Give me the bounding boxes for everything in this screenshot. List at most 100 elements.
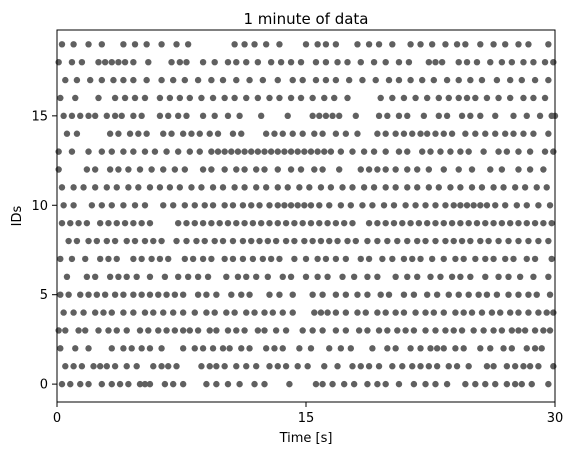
chart-title: 1 minute of data xyxy=(244,10,369,28)
data-point xyxy=(520,94,527,102)
data-point xyxy=(349,184,356,191)
data-point xyxy=(412,309,419,316)
data-point xyxy=(535,202,542,209)
data-point xyxy=(287,94,295,102)
data-point xyxy=(179,327,187,334)
data-point xyxy=(101,58,109,66)
data-point xyxy=(483,202,491,209)
data-point xyxy=(448,273,456,281)
data-point xyxy=(125,184,132,191)
data-point xyxy=(468,184,476,191)
data-point xyxy=(374,219,381,227)
data-point xyxy=(374,166,381,173)
data-point xyxy=(432,380,439,388)
data-point xyxy=(307,202,315,209)
data-point xyxy=(460,309,467,316)
data-point xyxy=(68,148,76,155)
data-point xyxy=(385,291,393,298)
data-point xyxy=(423,94,431,102)
data-point xyxy=(317,184,325,191)
data-point xyxy=(67,219,74,227)
data-point xyxy=(370,58,378,66)
data-point xyxy=(286,380,293,388)
data-point xyxy=(483,363,491,370)
data-point xyxy=(91,184,99,191)
data-point xyxy=(58,184,66,191)
data-point xyxy=(120,345,127,352)
data-point xyxy=(478,76,486,84)
data-point xyxy=(452,255,459,263)
data-point xyxy=(221,166,228,173)
data-point xyxy=(550,148,557,155)
data-point xyxy=(432,327,439,334)
data-point xyxy=(262,345,270,352)
data-point xyxy=(490,255,497,263)
data-point xyxy=(160,130,167,137)
data-point xyxy=(145,58,152,66)
data-point xyxy=(365,255,373,263)
data-point xyxy=(472,130,479,137)
data-point xyxy=(234,273,242,281)
data-point xyxy=(158,363,165,370)
data-point xyxy=(450,202,457,209)
data-point xyxy=(467,112,474,120)
data-point xyxy=(96,363,104,370)
data-point xyxy=(332,327,340,334)
data-point xyxy=(409,130,416,137)
data-point xyxy=(131,237,139,245)
data-point xyxy=(77,112,84,120)
data-point xyxy=(266,202,273,209)
data-point xyxy=(365,363,373,370)
data-point xyxy=(131,94,139,102)
data-point xyxy=(364,327,371,334)
data-point xyxy=(75,219,82,227)
data-point xyxy=(123,363,130,370)
data-point xyxy=(405,58,413,66)
data-point xyxy=(384,237,391,245)
data-point xyxy=(535,363,542,370)
data-point xyxy=(394,237,401,245)
data-point xyxy=(186,327,193,334)
data-point xyxy=(130,112,137,120)
data-point xyxy=(191,309,198,316)
data-point xyxy=(510,130,517,137)
data-point xyxy=(357,363,364,370)
data-point xyxy=(423,291,431,298)
data-point xyxy=(443,112,451,120)
data-point xyxy=(546,291,554,298)
data-point xyxy=(483,291,491,298)
data-point xyxy=(414,166,421,173)
data-point xyxy=(528,380,535,388)
data-point xyxy=(457,273,464,281)
data-point xyxy=(116,380,124,388)
data-point xyxy=(209,184,217,191)
data-point xyxy=(186,148,193,155)
data-point xyxy=(241,166,248,173)
data-point xyxy=(482,255,489,263)
data-point xyxy=(238,130,245,137)
data-point xyxy=(321,148,328,155)
data-point xyxy=(443,380,451,388)
data-point xyxy=(531,76,539,84)
data-point xyxy=(422,309,429,316)
data-point xyxy=(327,184,335,191)
data-point xyxy=(287,166,295,173)
data-point xyxy=(213,380,220,388)
data-point xyxy=(478,184,486,191)
data-point xyxy=(337,345,345,352)
data-point xyxy=(442,237,449,245)
data-point xyxy=(523,219,530,227)
data-point xyxy=(98,202,106,209)
data-point xyxy=(440,345,447,352)
data-point xyxy=(199,345,207,352)
data-point xyxy=(276,255,283,263)
data-point xyxy=(174,112,182,120)
data-point xyxy=(374,130,381,137)
data-point xyxy=(490,41,497,48)
data-point xyxy=(432,237,439,245)
data-point xyxy=(199,166,207,173)
data-point xyxy=(540,166,547,173)
data-point xyxy=(374,273,381,281)
data-point xyxy=(274,76,281,84)
data-point xyxy=(458,112,466,120)
